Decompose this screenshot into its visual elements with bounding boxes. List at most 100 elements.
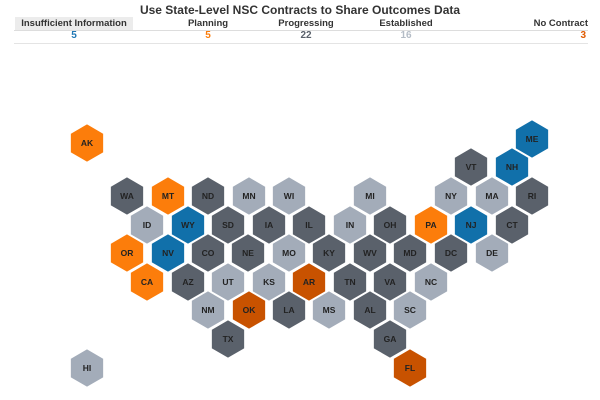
hex-shape[interactable] — [372, 318, 408, 360]
hex-shape[interactable] — [210, 318, 246, 360]
state-hex-id[interactable]: ID — [129, 204, 165, 246]
state-hex-tx[interactable]: TX — [210, 318, 246, 360]
state-hex-nv[interactable]: NV — [150, 232, 186, 274]
hex-shape[interactable] — [311, 289, 347, 331]
state-hex-mo[interactable]: MO — [271, 232, 307, 274]
state-hex-ak[interactable]: AK — [69, 122, 105, 164]
state-hex-de[interactable]: DE — [474, 232, 510, 274]
hex-shape[interactable] — [210, 204, 246, 246]
hex-shape[interactable] — [190, 232, 226, 274]
hex-shape[interactable] — [453, 146, 489, 188]
state-hex-fl[interactable]: FL — [392, 347, 428, 389]
hex-shape[interactable] — [190, 175, 226, 217]
state-hex-ia[interactable]: IA — [251, 204, 287, 246]
hex-shape[interactable] — [150, 175, 186, 217]
hex-shape[interactable] — [372, 261, 408, 303]
state-hex-az[interactable]: AZ — [170, 261, 206, 303]
hex-shape[interactable] — [150, 232, 186, 274]
hex-shape[interactable] — [392, 232, 428, 274]
hex-shape[interactable] — [453, 204, 489, 246]
hex-shape[interactable] — [230, 232, 266, 274]
state-hex-sd[interactable]: SD — [210, 204, 246, 246]
state-hex-sc[interactable]: SC — [392, 289, 428, 331]
legend-no-contract[interactable]: No Contract — [533, 18, 588, 29]
hex-shape[interactable] — [433, 232, 469, 274]
hex-shape[interactable] — [514, 175, 550, 217]
hex-shape[interactable] — [170, 204, 206, 246]
state-hex-il[interactable]: IL — [291, 204, 327, 246]
state-hex-ne[interactable]: NE — [230, 232, 266, 274]
legend-insufficient[interactable]: Insufficient Information — [21, 18, 127, 29]
state-hex-co[interactable]: CO — [190, 232, 226, 274]
hex-shape[interactable] — [392, 347, 428, 389]
state-hex-ky[interactable]: KY — [311, 232, 347, 274]
legend-planning[interactable]: Planning — [187, 18, 229, 29]
hex-shape[interactable] — [271, 289, 307, 331]
hex-shape[interactable] — [494, 204, 530, 246]
state-hex-ma[interactable]: MA — [474, 175, 510, 217]
hex-shape[interactable] — [352, 232, 388, 274]
hex-shape[interactable] — [474, 232, 510, 274]
hex-shape[interactable] — [413, 261, 449, 303]
state-hex-ca[interactable]: CA — [129, 261, 165, 303]
state-hex-va[interactable]: VA — [372, 261, 408, 303]
state-hex-ny[interactable]: NY — [433, 175, 469, 217]
state-hex-vt[interactable]: VT — [453, 146, 489, 188]
state-hex-wy[interactable]: WY — [170, 204, 206, 246]
state-hex-in[interactable]: IN — [332, 204, 368, 246]
state-hex-ri[interactable]: RI — [514, 175, 550, 217]
state-hex-tn[interactable]: TN — [332, 261, 368, 303]
hex-shape[interactable] — [291, 204, 327, 246]
hex-shape[interactable] — [69, 122, 105, 164]
hex-shape[interactable] — [190, 289, 226, 331]
state-hex-nm[interactable]: NM — [190, 289, 226, 331]
legend-progressing[interactable]: Progressing — [278, 18, 334, 29]
state-hex-wi[interactable]: WI — [271, 175, 307, 217]
state-hex-mt[interactable]: MT — [150, 175, 186, 217]
state-hex-ms[interactable]: MS — [311, 289, 347, 331]
hex-shape[interactable] — [271, 175, 307, 217]
hex-shape[interactable] — [129, 204, 165, 246]
state-hex-ga[interactable]: GA — [372, 318, 408, 360]
hex-shape[interactable] — [494, 146, 530, 188]
state-hex-md[interactable]: MD — [392, 232, 428, 274]
state-hex-oh[interactable]: OH — [372, 204, 408, 246]
state-hex-nd[interactable]: ND — [190, 175, 226, 217]
hex-shape[interactable] — [291, 261, 327, 303]
hex-shape[interactable] — [332, 261, 368, 303]
state-hex-wv[interactable]: WV — [352, 232, 388, 274]
hex-shape[interactable] — [332, 204, 368, 246]
state-hex-la[interactable]: LA — [271, 289, 307, 331]
hex-shape[interactable] — [251, 204, 287, 246]
hex-shape[interactable] — [271, 232, 307, 274]
hex-shape[interactable] — [352, 175, 388, 217]
hex-shape[interactable] — [413, 204, 449, 246]
hex-shape[interactable] — [109, 175, 145, 217]
state-hex-al[interactable]: AL — [352, 289, 388, 331]
hex-shape[interactable] — [352, 289, 388, 331]
state-hex-mi[interactable]: MI — [352, 175, 388, 217]
state-hex-or[interactable]: OR — [109, 232, 145, 274]
state-hex-ar[interactable]: AR — [291, 261, 327, 303]
hex-shape[interactable] — [514, 118, 550, 160]
state-hex-hi[interactable]: HI — [69, 347, 105, 389]
hex-shape[interactable] — [129, 261, 165, 303]
state-hex-dc[interactable]: DC — [433, 232, 469, 274]
hex-shape[interactable] — [69, 347, 105, 389]
hex-shape[interactable] — [433, 175, 469, 217]
state-hex-wa[interactable]: WA — [109, 175, 145, 217]
hex-shape[interactable] — [372, 204, 408, 246]
state-hex-ok[interactable]: OK — [231, 289, 267, 331]
hex-shape[interactable] — [231, 175, 267, 217]
state-hex-mn[interactable]: MN — [231, 175, 267, 217]
hex-shape[interactable] — [210, 261, 246, 303]
hex-shape[interactable] — [311, 232, 347, 274]
state-hex-nh[interactable]: NH — [494, 146, 530, 188]
hex-shape[interactable] — [474, 175, 510, 217]
hex-shape[interactable] — [109, 232, 145, 274]
state-hex-me[interactable]: ME — [514, 118, 550, 160]
hex-shape[interactable] — [251, 261, 287, 303]
state-hex-nj[interactable]: NJ — [453, 204, 489, 246]
hex-shape[interactable] — [170, 261, 206, 303]
legend-established[interactable]: Established — [379, 18, 433, 29]
